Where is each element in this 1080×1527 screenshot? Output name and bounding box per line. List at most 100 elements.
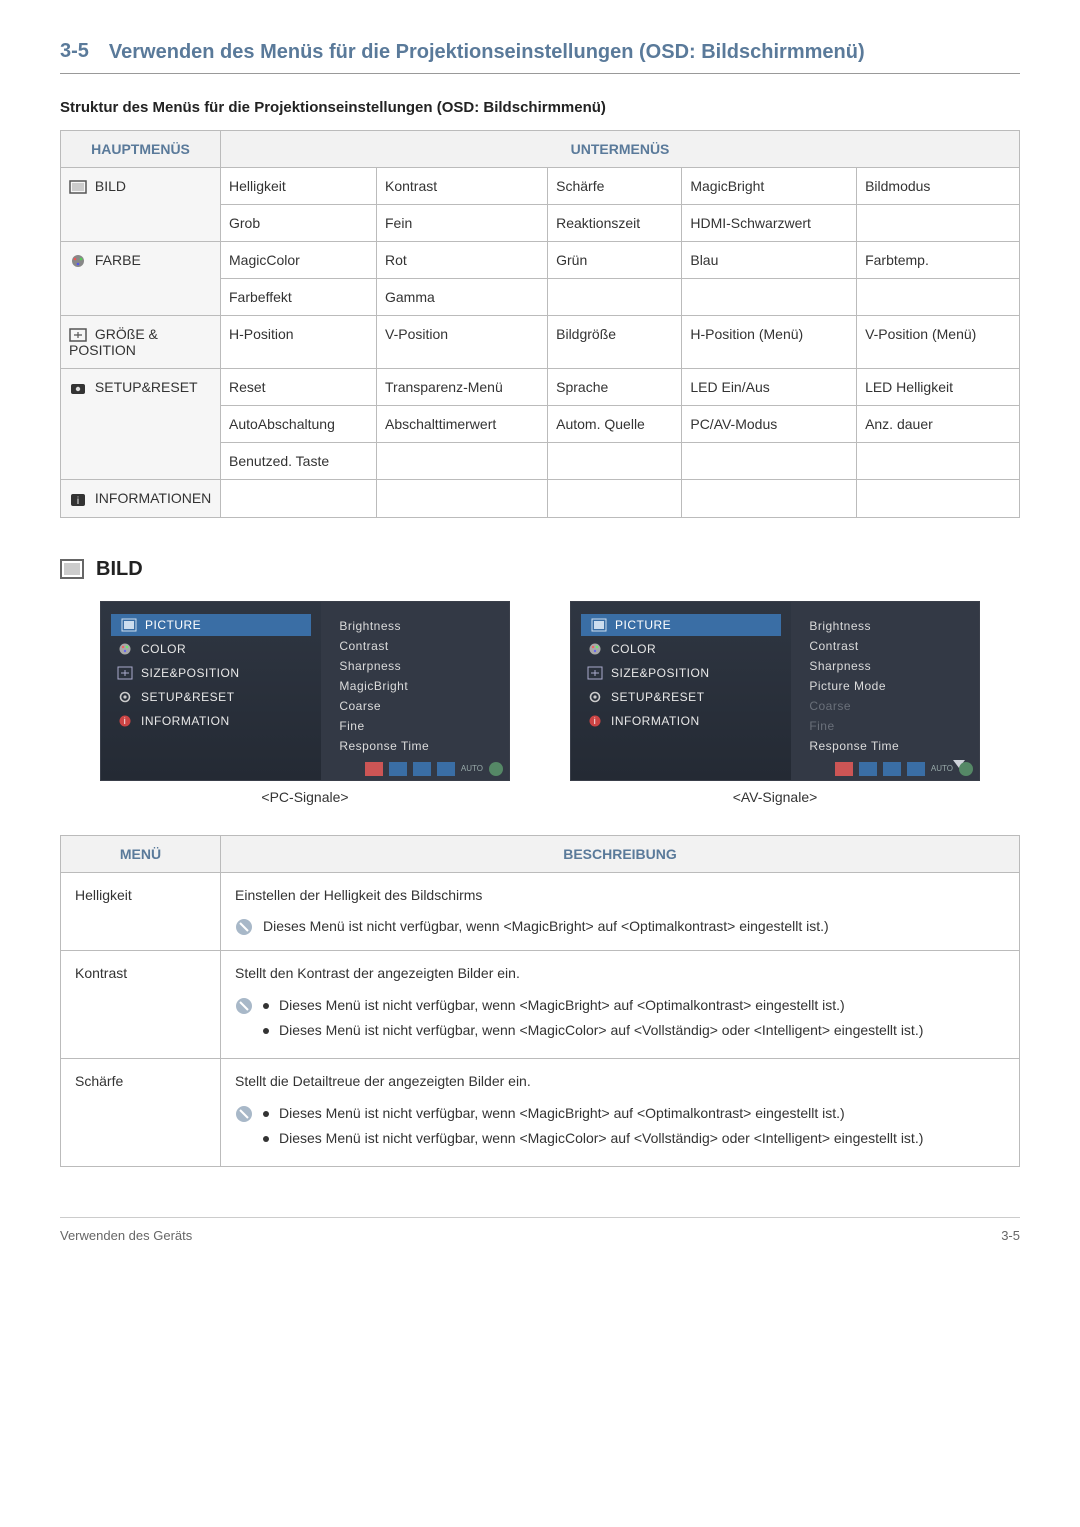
osd-item-color[interactable]: COLOR: [581, 638, 781, 660]
cell: Blau: [682, 242, 857, 279]
osd-option[interactable]: Fine: [339, 716, 495, 736]
svg-text:i: i: [77, 496, 79, 507]
enter-icon[interactable]: [907, 762, 925, 776]
size-position-icon: [587, 666, 603, 680]
note-block: Dieses Menü ist nicht verfügbar, wenn <M…: [235, 995, 1005, 1046]
osd-option[interactable]: Brightness: [339, 616, 495, 636]
osd-option[interactable]: Picture Mode: [809, 676, 965, 696]
mainmenu-farbe: FARBE: [61, 242, 221, 316]
power-icon[interactable]: [489, 762, 503, 776]
power-icon[interactable]: [959, 762, 973, 776]
osd-item-color[interactable]: COLOR: [111, 638, 311, 660]
close-icon[interactable]: [365, 762, 383, 776]
osd-option[interactable]: Contrast: [809, 636, 965, 656]
close-icon[interactable]: [835, 762, 853, 776]
cell: MagicColor: [221, 242, 377, 279]
mainmenu-bild-label: BILD: [95, 178, 126, 194]
size-position-icon: [69, 328, 87, 342]
osd-option[interactable]: MagicBright: [339, 676, 495, 696]
cell: Anz. dauer: [857, 406, 1020, 443]
auto-label[interactable]: AUTO: [461, 764, 483, 773]
cell: Bildmodus: [857, 168, 1020, 205]
col-hauptmenus: HAUPTMENÜS: [61, 131, 221, 168]
cell: Grob: [221, 205, 377, 242]
up-icon[interactable]: [413, 762, 431, 776]
cell: Farbtemp.: [857, 242, 1020, 279]
page-footer: Verwenden des Geräts 3-5: [60, 1217, 1020, 1243]
cell: Farbeffekt: [221, 279, 377, 316]
info-icon: i: [117, 714, 133, 728]
osd-item-label: SETUP&RESET: [141, 690, 235, 704]
cell: H-Position: [221, 316, 377, 369]
cell: LED Helligkeit: [857, 369, 1020, 406]
cell: Helligkeit: [221, 168, 377, 205]
osd-item-label: COLOR: [141, 642, 186, 656]
color-icon: [69, 254, 87, 268]
osd-item-info[interactable]: i INFORMATION: [111, 710, 311, 732]
note-text: Dieses Menü ist nicht verfügbar, wenn <M…: [279, 1128, 923, 1150]
osd-option[interactable]: Response Time: [339, 736, 495, 756]
cell: Gamma: [377, 279, 548, 316]
osd-item-picture[interactable]: PICTURE: [111, 614, 311, 636]
cell: AutoAbschaltung: [221, 406, 377, 443]
mainmenu-info-label: INFORMATI­ONEN: [95, 490, 211, 506]
cell: Bildgröße: [548, 316, 682, 369]
osd-pc-column: PICTURE COLOR SIZE&POSITION SETUP&RESET …: [100, 601, 510, 805]
osd-item-label: SIZE&POSITION: [141, 666, 240, 680]
down-icon[interactable]: [859, 762, 877, 776]
osd-panel-pc: PICTURE COLOR SIZE&POSITION SETUP&RESET …: [100, 601, 510, 781]
note-bullets: Dieses Menü ist nicht verfügbar, wenn <M…: [263, 1103, 1005, 1154]
svg-text:i: i: [124, 716, 127, 726]
desc-menu: Helligkeit: [61, 872, 221, 950]
up-icon[interactable]: [883, 762, 901, 776]
cell: [377, 480, 548, 517]
osd-option[interactable]: Brightness: [809, 616, 965, 636]
osd-item-label: SETUP&RESET: [611, 690, 705, 704]
color-icon: [587, 642, 603, 656]
description-table: MENÜ BESCHREIBUNG Helligkeit Einstellen …: [60, 835, 1020, 1168]
col-menu: MENÜ: [61, 835, 221, 872]
osd-option-disabled: Coarse: [809, 696, 965, 716]
mainmenu-farbe-label: FARBE: [95, 252, 141, 268]
cell: Kontrast: [377, 168, 548, 205]
note-bullets: Dieses Menü ist nicht verfügbar, wenn <M…: [263, 995, 1005, 1046]
cell: Grün: [548, 242, 682, 279]
note-icon: [235, 918, 253, 936]
note-icon: [235, 1105, 253, 1123]
cell: V-Position: [377, 316, 548, 369]
down-icon[interactable]: [389, 762, 407, 776]
osd-option[interactable]: Contrast: [339, 636, 495, 656]
osd-option[interactable]: Response Time: [809, 736, 965, 756]
cell: [682, 279, 857, 316]
note-text: Dieses Menü ist nicht verfügbar, wenn <M…: [279, 1020, 923, 1042]
note-block: Dieses Menü ist nicht verfügbar, wenn <M…: [235, 1103, 1005, 1154]
bullet-icon: [263, 1028, 269, 1034]
osd-item-sizepos[interactable]: SIZE&POSITION: [111, 662, 311, 684]
enter-icon[interactable]: [437, 762, 455, 776]
osd-option[interactable]: Sharpness: [339, 656, 495, 676]
osd-option[interactable]: Sharpness: [809, 656, 965, 676]
cell: PC/AV-Modus: [682, 406, 857, 443]
osd-item-label: PICTURE: [615, 618, 671, 632]
info-icon: i: [587, 714, 603, 728]
osd-item-setup[interactable]: SETUP&RESET: [581, 686, 781, 708]
mainmenu-bild: BILD: [61, 168, 221, 242]
osd-item-picture[interactable]: PICTURE: [581, 614, 781, 636]
osd-item-label: INFORMATION: [611, 714, 700, 728]
osd-item-sizepos[interactable]: SIZE&POSITION: [581, 662, 781, 684]
mainmenu-setup: SETUP&RESET: [61, 369, 221, 480]
osd-item-info[interactable]: i INFORMATION: [581, 710, 781, 732]
osd-right-list: Brightness Contrast Sharpness MagicBrigh…: [321, 602, 509, 780]
auto-label[interactable]: AUTO: [931, 764, 953, 773]
bullet-icon: [263, 1136, 269, 1142]
mainmenu-info: i INFORMATI­ONEN: [61, 480, 221, 517]
size-position-icon: [117, 666, 133, 680]
osd-left-menu: PICTURE COLOR SIZE&POSITION SETUP&RESET …: [571, 602, 791, 780]
osd-option[interactable]: Coarse: [339, 696, 495, 716]
osd-item-label: COLOR: [611, 642, 656, 656]
osd-item-setup[interactable]: SETUP&RESET: [111, 686, 311, 708]
structure-subheading: Struktur des Menüs für die Projektionsei…: [60, 99, 1020, 116]
bullet-icon: [263, 1003, 269, 1009]
information-icon: i: [69, 493, 87, 507]
bullet-icon: [263, 1111, 269, 1117]
